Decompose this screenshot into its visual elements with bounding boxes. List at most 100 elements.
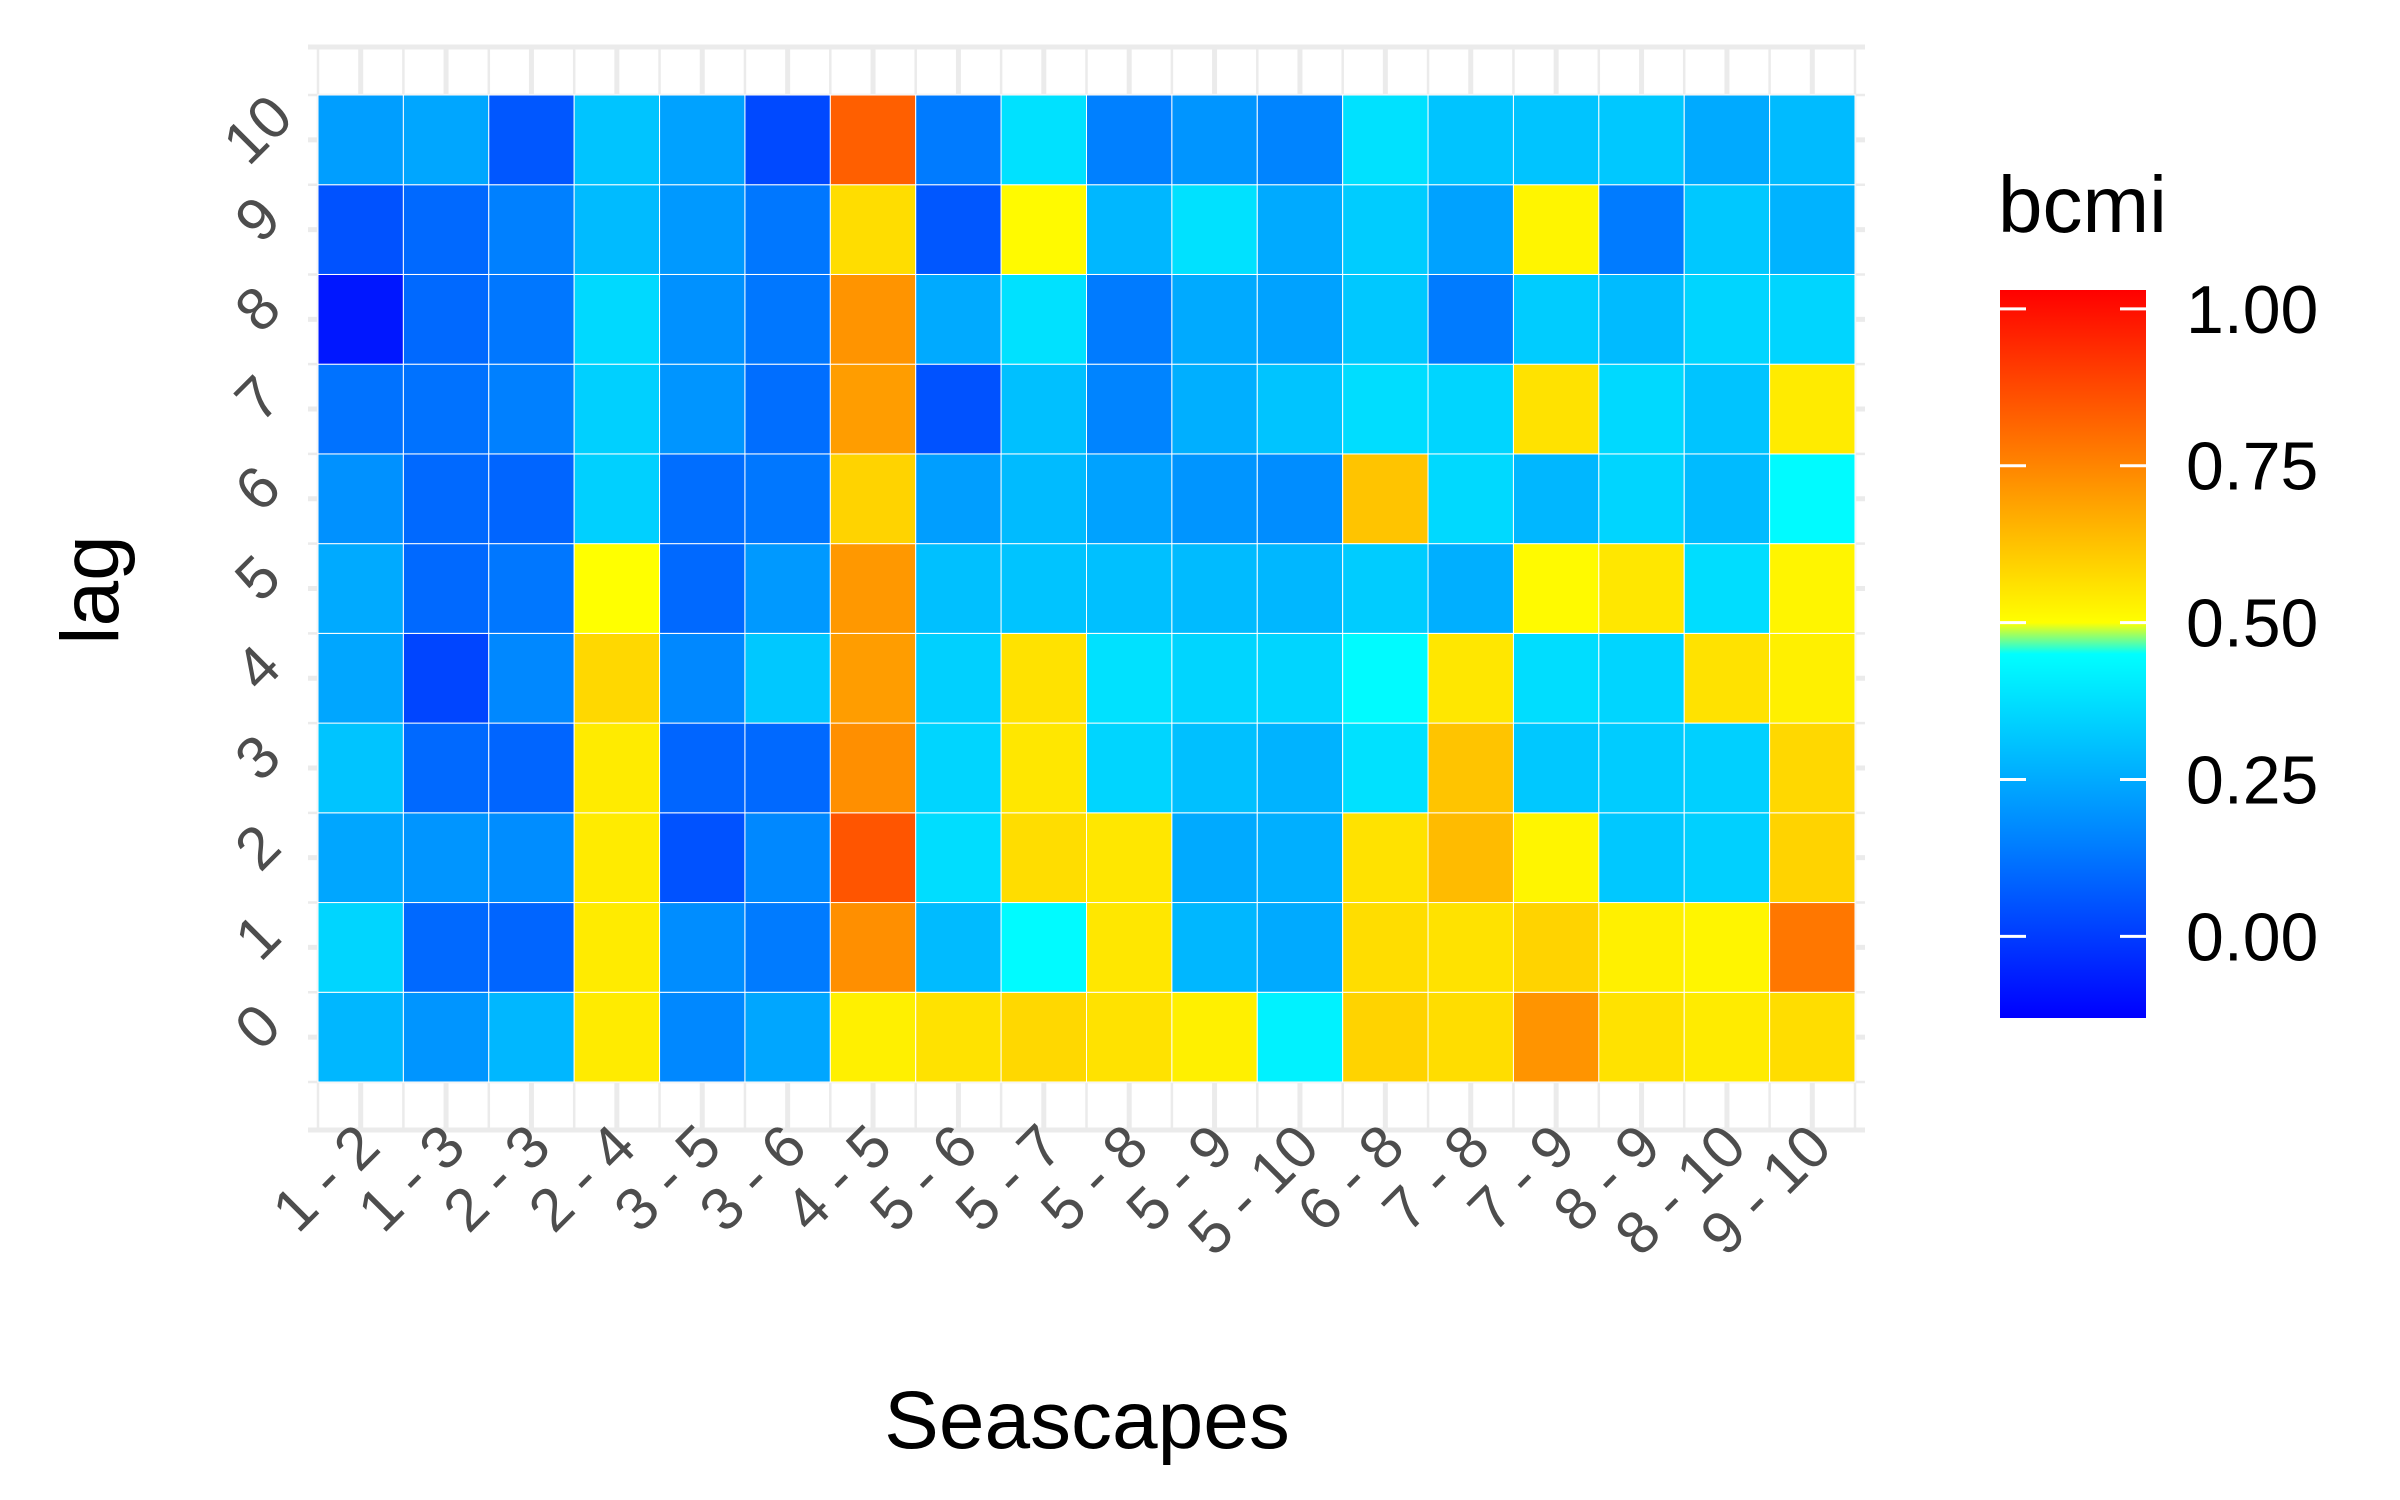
heatmap-cell [1000, 273, 1087, 365]
heatmap-cell [1171, 722, 1258, 814]
heatmap-cell [317, 812, 404, 904]
heatmap-cell [659, 184, 746, 275]
heatmap-cell [744, 363, 831, 455]
heatmap-cell [1427, 273, 1514, 365]
heatmap-cell [1683, 184, 1771, 275]
heatmap-cell [1427, 363, 1514, 455]
heatmap-cell [1342, 273, 1429, 365]
heatmap-cell [573, 453, 661, 545]
heatmap-cell [488, 94, 575, 186]
heatmap-cell [1256, 543, 1344, 634]
heatmap-cell [829, 273, 917, 365]
heatmap-cell [1512, 991, 1600, 1083]
heatmap-cell [659, 722, 746, 814]
heatmap-cell [402, 184, 490, 275]
x-tick-labels: 1 - 21 - 32 - 32 - 43 - 53 - 64 - 55 - 6… [260, 1112, 1844, 1268]
heatmap-cell [1683, 722, 1771, 814]
heatmap-cell [402, 543, 490, 634]
heatmap-cell [573, 184, 661, 275]
heatmap-cell [317, 94, 404, 186]
heatmap-cell [1171, 991, 1258, 1083]
heatmap-cell [1769, 902, 1856, 993]
heatmap-cell [1256, 902, 1344, 993]
heatmap-cell [1427, 94, 1514, 186]
heatmap-cell [744, 991, 831, 1083]
heatmap-cell [829, 363, 917, 455]
heatmap-cell [1769, 632, 1856, 724]
heatmap-cell [1598, 184, 1685, 275]
color-legend: bcmi 1.00 0.75 0.50 0.25 0.00 [1998, 160, 2318, 1018]
heatmap-cell [573, 273, 661, 365]
heatmap-cell [1086, 94, 1173, 186]
heatmap-cell [1427, 991, 1514, 1083]
heatmap-cell [744, 812, 831, 904]
heatmap-cell [1512, 363, 1600, 455]
heatmap-cell [1000, 812, 1087, 904]
heatmap-cell [1598, 543, 1685, 634]
heatmap-cell [1256, 94, 1344, 186]
heatmap-cell [317, 363, 404, 455]
heatmap-cell [1342, 363, 1429, 455]
heatmap-cell [1427, 543, 1514, 634]
heatmap-cell [1000, 991, 1087, 1083]
heatmap-cell [488, 184, 575, 275]
legend-break-label: 0.25 [2186, 743, 2318, 819]
heatmap-cell [1512, 184, 1600, 275]
y-tick-label: 4 [222, 632, 293, 703]
heatmap-cell [1342, 94, 1429, 186]
heatmap-cell [488, 632, 575, 724]
heatmap-cell [402, 453, 490, 545]
heatmap-cell [915, 363, 1002, 455]
heatmap-cell [317, 632, 404, 724]
heatmap-cell [1769, 722, 1856, 814]
heatmap-cell [1769, 812, 1856, 904]
heatmap-cell [1256, 363, 1344, 455]
heatmap-cell [1427, 722, 1514, 814]
legend-ticks: 1.00 0.75 0.50 0.25 0.00 [2000, 272, 2318, 975]
heatmap-cell [1086, 812, 1173, 904]
heatmap-cell [1171, 902, 1258, 993]
heatmap-cell [1683, 453, 1771, 545]
heatmap-cell [1769, 94, 1856, 186]
y-axis-title: lag [45, 535, 136, 644]
heatmap-cell [402, 812, 490, 904]
heatmap-cell [573, 94, 661, 186]
heatmap-cell [317, 722, 404, 814]
y-tick-label: 0 [222, 991, 293, 1062]
heatmap-cell [317, 184, 404, 275]
heatmap-cell [1598, 812, 1685, 904]
heatmap-cell [573, 363, 661, 455]
heatmap-cell [1598, 273, 1685, 365]
heatmap-cell [402, 273, 490, 365]
heatmap-cell [1512, 94, 1600, 186]
heatmap-cell [1000, 632, 1087, 724]
y-tick-label: 3 [222, 722, 293, 793]
heatmap-cell [1086, 632, 1173, 724]
heatmap-cell [1512, 812, 1600, 904]
heatmap-cell [829, 902, 917, 993]
heatmap-cell [1769, 991, 1856, 1083]
heatmap-cell [1000, 184, 1087, 275]
heatmap-cell [1512, 543, 1600, 634]
heatmap-cell [1342, 812, 1429, 904]
heatmap-cell [573, 632, 661, 724]
heatmap-cell [915, 94, 1002, 186]
legend-break-label: 0.75 [2186, 429, 2318, 505]
heatmap-cell [1086, 273, 1173, 365]
heatmap-cell [744, 184, 831, 275]
heatmap-cell [1171, 363, 1258, 455]
heatmap-cell [1000, 94, 1087, 186]
heatmap-cell [1086, 453, 1173, 545]
heatmap-cell [1512, 632, 1600, 724]
y-tick-labels: 0 1 2 3 4 5 6 7 8 910 [210, 82, 305, 1062]
heatmap-cell [1598, 363, 1685, 455]
heatmap-cell [659, 94, 746, 186]
heatmap-cell [1171, 812, 1258, 904]
heatmap-cell [317, 543, 404, 634]
heatmap-cell [1598, 722, 1685, 814]
heatmap-cell [1769, 184, 1856, 275]
y-tick-label: 10 [210, 82, 305, 177]
y-tick-label: 1 [222, 901, 293, 972]
heatmap-cell [744, 543, 831, 634]
